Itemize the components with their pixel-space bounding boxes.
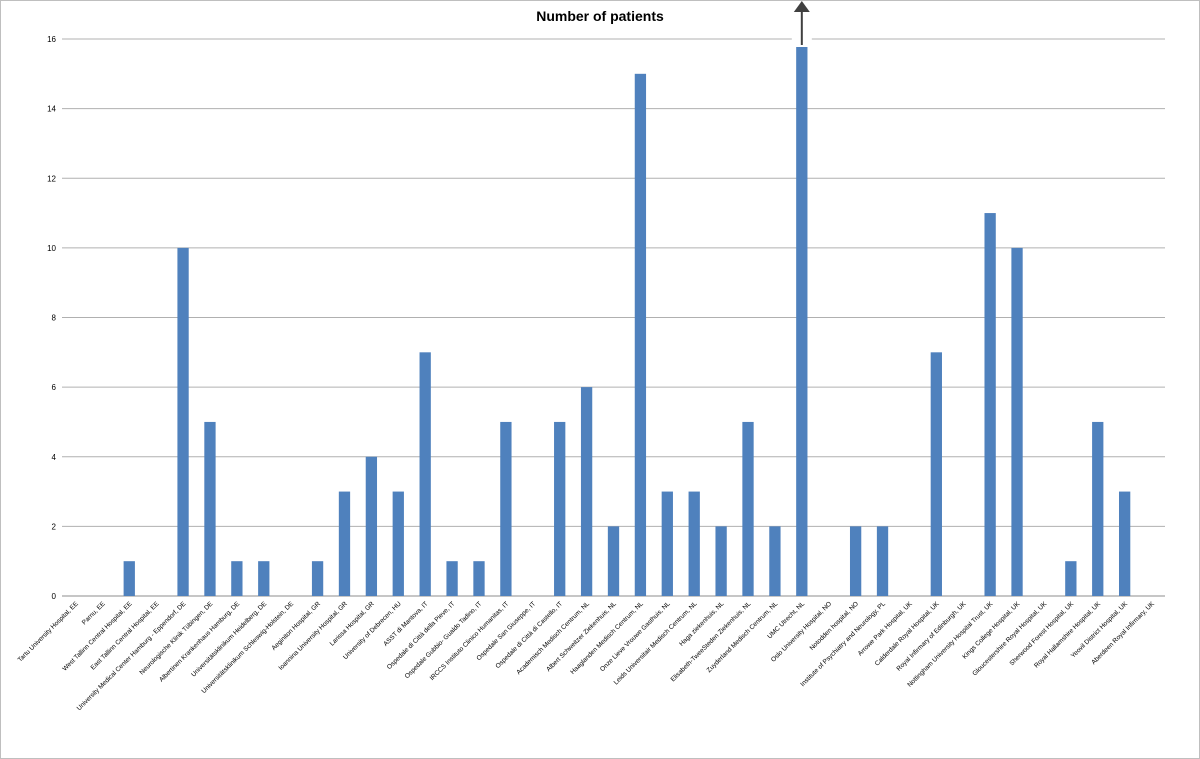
x-tick-label: Notodden hospital, NO: [809, 600, 860, 651]
bar: [796, 47, 808, 596]
y-tick-label: 16: [47, 35, 56, 44]
bar: [715, 526, 727, 596]
bar: [473, 561, 485, 596]
gridlines: [62, 38, 1165, 597]
y-tick-label: 2: [52, 522, 57, 531]
y-tick-label: 12: [47, 174, 56, 183]
bar: [419, 352, 431, 596]
bar: [365, 456, 378, 596]
x-tick-label: Haga ziekenhuis, NL: [678, 600, 726, 648]
x-tick-label: Parnu, EE: [81, 600, 107, 626]
chart-title: Number of patients: [536, 8, 664, 24]
bar: [742, 421, 754, 596]
bar: [1118, 491, 1131, 596]
y-tick-label: 14: [47, 105, 56, 114]
bar: [607, 526, 620, 596]
bar: [876, 526, 889, 596]
bar: [1092, 421, 1104, 596]
bar: [311, 561, 324, 596]
bar: [204, 421, 216, 596]
bar: [446, 561, 458, 596]
bar: [258, 561, 270, 596]
bar: [177, 247, 189, 596]
bar: [392, 491, 404, 596]
y-tick-label: 6: [52, 383, 57, 392]
bar: [849, 526, 862, 596]
overflow-arrow-head: [793, 1, 810, 12]
bars: [123, 47, 1131, 596]
y-tick-label: 8: [52, 314, 57, 323]
bar: [984, 213, 996, 596]
bar: [554, 421, 566, 596]
x-tick-label: Arrowe Park Hospital, UK: [857, 600, 915, 658]
bar: [580, 387, 593, 596]
y-tick-label: 0: [52, 592, 57, 601]
x-axis-category-labels: Tartu University Hospital, EE Parnu, EEWe…: [17, 600, 1157, 712]
bar: [338, 491, 351, 596]
bar: [123, 561, 135, 596]
overflow-arrow: [791, 1, 812, 46]
bar: [500, 421, 512, 596]
y-tick-label: 10: [47, 244, 56, 253]
x-tick-label: Aeginiton Hospital, GR: [271, 600, 323, 652]
y-tick-label: 4: [52, 453, 57, 462]
x-tick-label: Universitätsklinikum Schleswig-Holstein,…: [200, 600, 295, 695]
x-tick-label: Tartu University Hospital, EE: [17, 600, 81, 664]
y-axis-ticks: 0 2 4 6 8 10 12 14 16: [47, 35, 56, 601]
bar: [231, 561, 243, 596]
bar: [769, 526, 781, 596]
bar: [930, 352, 942, 596]
bar: [688, 491, 700, 596]
bar: [1011, 247, 1023, 596]
bar: [1065, 561, 1077, 596]
bar: [634, 73, 647, 596]
bar: [661, 491, 673, 596]
